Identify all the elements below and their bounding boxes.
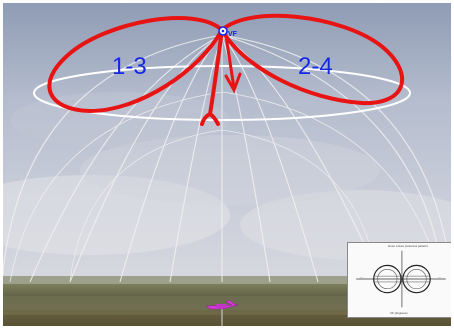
lobe-right-label: 2-4: [298, 53, 333, 80]
antenna-marker-label: VF: [228, 31, 237, 38]
lobe-left-label: 1-3: [112, 53, 147, 80]
antenna-marker: [218, 26, 228, 36]
svg-text:—: —: [360, 275, 363, 279]
horizon-strip: [0, 276, 454, 286]
tail-lobe: [200, 28, 224, 126]
svg-text:—: —: [438, 275, 441, 279]
inset-plot: — —: [348, 243, 451, 317]
antenna-pattern-inset[interactable]: Hose Lobes (Antenna pattern) — — VF (deg…: [347, 242, 452, 318]
inset-axis-label: VF (degrees): [390, 311, 408, 315]
lobe-right: [220, 13, 405, 106]
direction-arrow: [224, 34, 242, 94]
inset-title: Hose Lobes (Antenna pattern): [388, 244, 429, 248]
lobe-left: [47, 16, 224, 113]
aircraft-icon[interactable]: [205, 299, 239, 329]
antenna-lobes: [47, 13, 405, 126]
dome-ring: [33, 65, 411, 121]
dome-wireframe: [1, 34, 453, 283]
